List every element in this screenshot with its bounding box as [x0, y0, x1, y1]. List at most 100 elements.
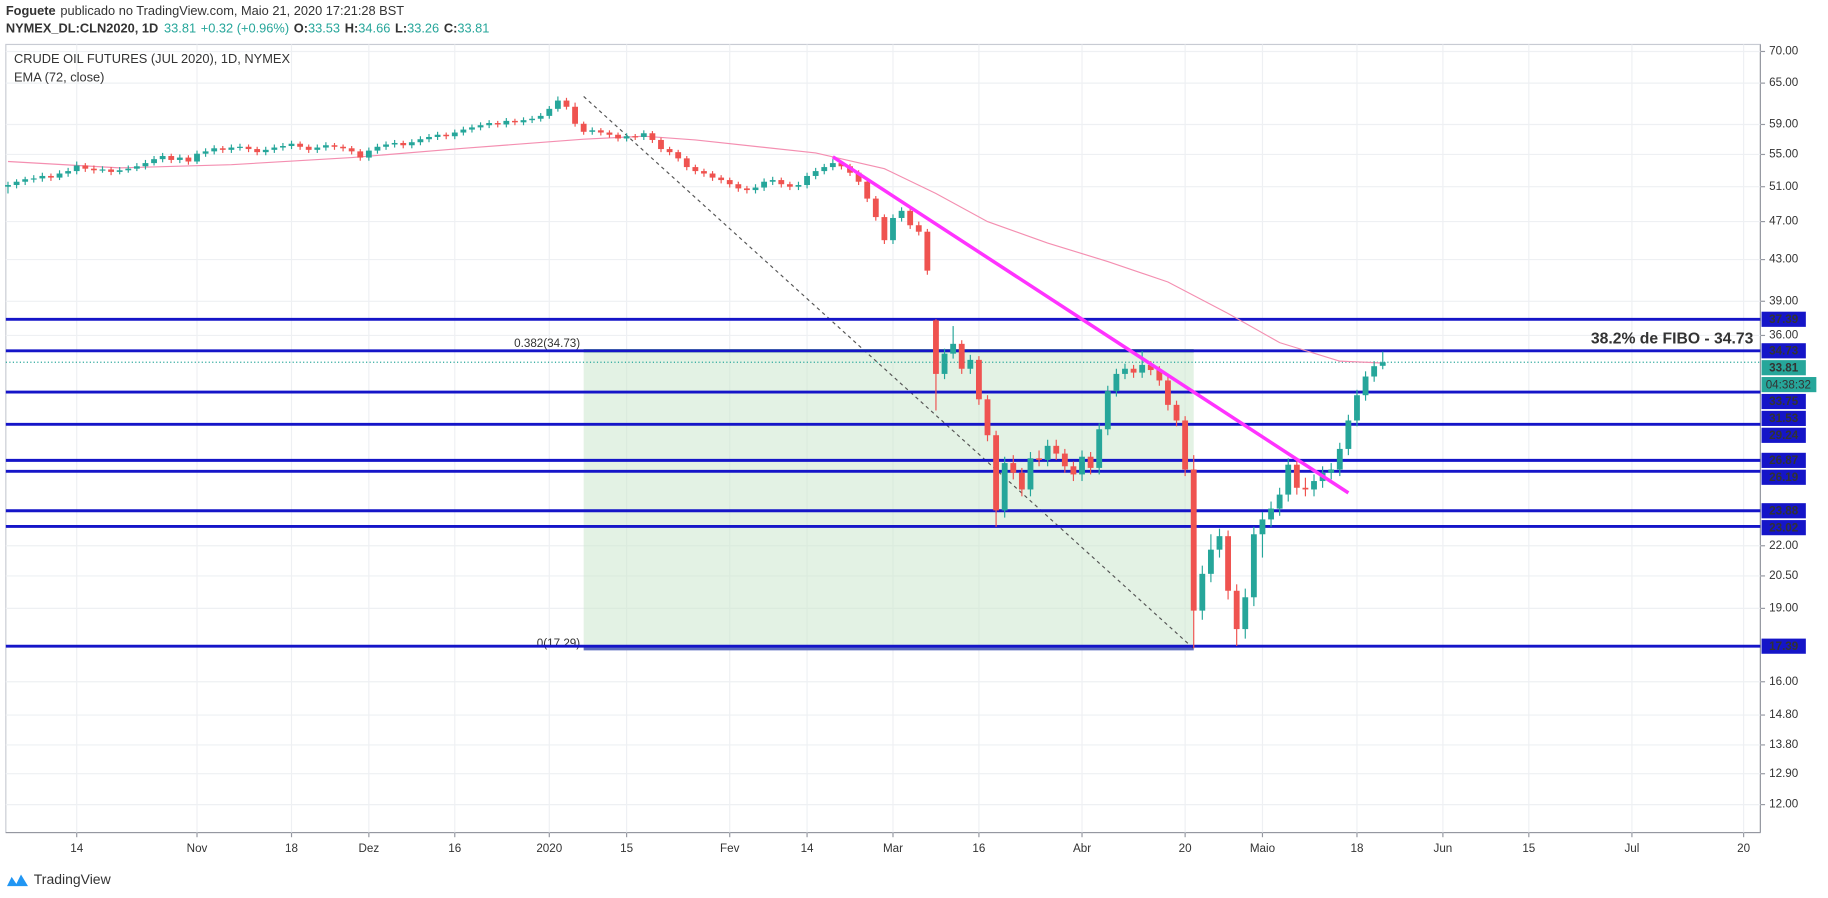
candle-body: [503, 120, 510, 125]
candle-body: [898, 210, 905, 218]
candle-body: [838, 163, 845, 167]
x-tick-label: Jul: [1624, 842, 1639, 855]
candle-body: [941, 353, 948, 374]
candle-body: [563, 100, 570, 107]
candle-body: [554, 100, 561, 109]
price-label: 33.75: [1769, 395, 1799, 408]
candle-body: [512, 120, 518, 123]
candle-body: [795, 185, 802, 187]
candle-body: [340, 146, 346, 149]
fib-diagonal: [583, 96, 1195, 650]
candle-body: [486, 123, 493, 126]
candle-body: [520, 120, 527, 123]
price-label: 31.53: [1769, 412, 1799, 425]
candle-body: [1027, 458, 1034, 490]
candle-body: [1096, 429, 1103, 468]
candle-body: [151, 159, 157, 164]
candle-body: [1036, 458, 1042, 460]
price-label: 23.02: [1769, 521, 1799, 534]
candle-body: [666, 149, 673, 153]
price-label-box: [1761, 427, 1806, 443]
candle-body: [1379, 362, 1386, 366]
candle-body: [1276, 494, 1283, 509]
candle-body: [400, 142, 407, 146]
publish-line: Foguete publicado no TradingView.com, Mai…: [6, 3, 404, 18]
candle-body: [417, 139, 424, 143]
candle-body: [881, 217, 888, 241]
candle-body: [65, 171, 72, 174]
candle-body: [1113, 373, 1120, 392]
candle-body: [993, 435, 1000, 511]
price-label-box: [1761, 520, 1806, 536]
price-label: 23.88: [1769, 504, 1799, 517]
y-tick-label: 13.80: [1769, 738, 1799, 751]
candle-body: [202, 151, 209, 154]
candle-body: [890, 217, 896, 241]
y-tick-label: 12.90: [1769, 767, 1799, 780]
price-label-box: [1761, 343, 1806, 359]
candle-body: [1104, 391, 1111, 430]
candle-body: [640, 133, 647, 137]
candle-body: [1259, 519, 1266, 535]
timer-box: [1761, 377, 1817, 393]
timer-label: 04:38:32: [1766, 378, 1811, 391]
x-tick-label: 15: [1522, 842, 1535, 855]
fib-label: 0.382(34.73): [514, 337, 580, 350]
candle-body: [692, 167, 699, 172]
published: publicado no TradingView.com, Maio 21, 2…: [60, 3, 404, 18]
candle-body: [331, 145, 338, 147]
candle-body: [391, 142, 398, 145]
candle-body: [701, 171, 707, 174]
candle-body: [1285, 464, 1292, 495]
price-label-box: [1761, 410, 1806, 426]
candle-body: [786, 184, 793, 187]
price-label: 26.87: [1769, 454, 1798, 467]
candle-body: [761, 181, 768, 188]
candle-body: [185, 157, 192, 162]
candle-body: [804, 175, 810, 186]
y-tick-label: 59.00: [1769, 118, 1799, 131]
price-label-box: [1761, 469, 1806, 485]
candle-body: [451, 132, 458, 137]
candle-body: [726, 180, 733, 185]
candle-body: [1182, 420, 1189, 470]
candle-body: [168, 156, 175, 160]
price-label-box: [1761, 393, 1806, 410]
low-value: 33.26: [407, 21, 439, 36]
symbol: NYMEX_DL:CLN2020, 1D: [6, 21, 158, 36]
author: Foguete: [6, 3, 56, 18]
candle-body: [1328, 469, 1335, 473]
price-label-box: [1761, 503, 1806, 519]
symbol-line: NYMEX_DL:CLN2020, 1D 33.81 +0.32 (+0.96%) O…: [6, 21, 490, 36]
plot-layer: 14 Nov 18 Dez 16 2020 15 Fev 14 Mar 16 Abr 20 Maio 18 J…: [5, 44, 1817, 855]
change: +0.32 (+0.96%): [201, 21, 289, 36]
candle-body: [73, 165, 80, 172]
candle-body: [709, 173, 716, 178]
candle-body: [580, 123, 587, 132]
candle-body: [1233, 590, 1240, 630]
candle-body: [597, 130, 604, 133]
candle-body: [56, 173, 63, 178]
candle-body: [176, 157, 183, 160]
candle-body: [1216, 536, 1223, 550]
x-tick-label: Jun: [1434, 842, 1453, 855]
open-value: 33.53: [308, 21, 340, 36]
candle-body: [374, 146, 381, 151]
candle-body: [1242, 597, 1249, 630]
candle-body: [812, 171, 819, 176]
candle-body: [1165, 380, 1171, 405]
candle-body: [1070, 466, 1077, 475]
candle-body: [305, 146, 312, 150]
candle-body: [254, 149, 261, 153]
candle-body: [1079, 456, 1085, 475]
ema-legend: EMA (72, close): [14, 70, 104, 85]
x-tick-label: 20: [1179, 842, 1192, 855]
brand-logo: [6, 874, 28, 887]
candle-body: [829, 163, 836, 168]
y-tick-label: 14.80: [1769, 708, 1799, 721]
candle-body: [915, 225, 922, 232]
candle-body: [572, 106, 578, 124]
annotation: 38.2% de FIBO - 34.73: [1591, 330, 1754, 347]
candle-body: [271, 147, 278, 150]
